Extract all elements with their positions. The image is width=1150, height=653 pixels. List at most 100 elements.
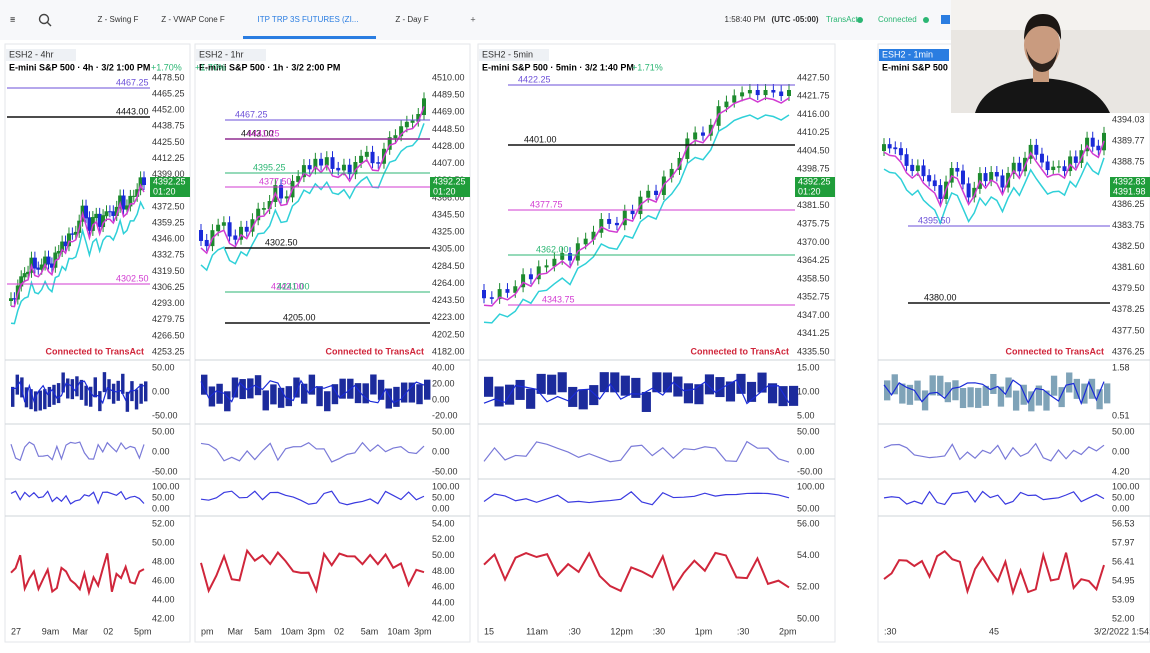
candle-body [393, 135, 398, 139]
candle-body [893, 147, 898, 150]
indicator-axis-label: 0.00 [152, 503, 170, 513]
candle-body [250, 219, 255, 232]
candle-body [482, 290, 486, 299]
level-label: 4401.00 [524, 134, 557, 144]
histogram-bar [631, 377, 641, 398]
indicator-line [10, 380, 145, 405]
candle-body [1073, 156, 1078, 163]
indicator-axis-label: 50.00 [432, 492, 455, 502]
candle-body [740, 92, 745, 97]
level-label: 4242.00 [271, 281, 304, 291]
indicator-line [883, 490, 1105, 506]
candle-body [1051, 166, 1056, 171]
indicator-line [483, 491, 790, 506]
time-axis-label: 9am [42, 626, 60, 636]
indicator-axis-label: 57.97 [1112, 537, 1135, 547]
status-dot [923, 17, 929, 23]
indicator-line [200, 490, 425, 506]
time-axis-label: 27 [11, 626, 21, 636]
time-axis-label: :30 [737, 626, 750, 636]
histogram-bar [746, 381, 757, 402]
price-axis-label: 4465.25 [152, 88, 185, 98]
histogram-bar [400, 382, 408, 403]
candle-body [107, 211, 112, 213]
price-axis-label: 4306.25 [152, 282, 185, 292]
indicator-axis-label: 52.00 [797, 582, 820, 592]
indicator-axis-label: 15.00 [797, 362, 820, 372]
histogram-bar [1028, 391, 1035, 412]
indicator-axis-label: 100.00 [152, 481, 180, 491]
level-label: 4362.00 [536, 244, 569, 254]
symbol-tag [879, 49, 949, 61]
candle-body [19, 276, 24, 287]
price-axis-label: 4489.50 [432, 90, 465, 100]
candle-body [63, 241, 68, 247]
price-axis-label: 4376.25 [1112, 346, 1145, 356]
search-icon[interactable] [38, 13, 50, 25]
add-tab[interactable]: + [470, 14, 475, 24]
indicator-axis-label: 0.00 [152, 446, 170, 456]
histogram-bar [1066, 372, 1073, 393]
histogram-bar [254, 375, 262, 396]
price-axis-label: 4510.00 [432, 72, 465, 82]
save-icon[interactable] [941, 15, 950, 24]
price-axis-label: 4428.00 [432, 141, 465, 151]
candle-body [46, 256, 51, 265]
indicator-axis-label: 56.00 [797, 518, 820, 528]
last-price: 4392.83 [1113, 176, 1146, 186]
histogram-bar [937, 375, 944, 396]
candle-body [313, 158, 318, 170]
candle-body [387, 137, 392, 150]
indicator-axis-label: 54.95 [1112, 575, 1135, 585]
price-axis-label: 4410.25 [797, 127, 830, 137]
price-axis-label: 4381.50 [797, 200, 830, 210]
candle-body [216, 224, 221, 232]
tab[interactable]: Z - VWAP Cone F [161, 15, 225, 24]
histogram-bar [694, 384, 704, 405]
indicator-line [10, 441, 145, 462]
tab[interactable]: Z - Day F [395, 15, 428, 24]
candle-body [341, 164, 346, 171]
histogram-bar [767, 383, 778, 404]
symbol: ESH2 - 1min [882, 49, 933, 59]
histogram-bar [52, 384, 56, 405]
histogram-bar [144, 381, 148, 402]
indicator-axis-label: 4.20 [1112, 466, 1130, 476]
candle-body [972, 187, 977, 198]
candle-body [763, 90, 768, 96]
price-axis-label: 4375.75 [797, 219, 830, 229]
menu-icon[interactable]: ≡ [10, 14, 15, 24]
candle-body [84, 205, 89, 219]
histogram-bar [494, 386, 504, 407]
indicator-axis-label: 20.00 [432, 378, 455, 388]
indicator-axis-label: 40.00 [432, 362, 455, 372]
candle-body [70, 233, 75, 235]
candle-body [199, 230, 203, 241]
candle-body [97, 213, 102, 228]
time-axis-label: 5pm [134, 626, 152, 636]
histogram-bar [98, 391, 102, 412]
histogram-bar [1073, 378, 1080, 399]
price-axis-label: 4341.25 [797, 328, 830, 338]
price-axis-label: 4293.00 [152, 298, 185, 308]
histogram-bar [38, 390, 42, 411]
price-axis-label: 4332.75 [152, 250, 185, 260]
indicator-axis-label: 10.00 [797, 386, 820, 396]
indicator-axis-label: 42.00 [432, 613, 455, 623]
level-label: 4377.50 [259, 176, 292, 186]
price-axis-label: 4382.50 [1112, 241, 1145, 251]
time-axis-label: 3/2/2022 1:54:00 PM [1094, 626, 1150, 636]
time-axis-label: pm [201, 626, 214, 636]
candle-body [121, 195, 126, 210]
histogram-bar [354, 383, 362, 404]
symbol: ESH2 - 4hr [9, 49, 54, 59]
candle-body [124, 205, 129, 210]
moving-average [10, 200, 145, 325]
connection-notice: Connected to TransAct [690, 346, 789, 356]
indicator-axis-label: 52.00 [152, 518, 175, 528]
tab[interactable]: Z - Swing F [98, 15, 139, 24]
candle-body [700, 132, 705, 136]
tab-active[interactable]: ITP TRP 3S FUTURES (ZI... [258, 15, 359, 24]
indicator-line [10, 553, 145, 597]
histogram-bar [1020, 384, 1027, 405]
